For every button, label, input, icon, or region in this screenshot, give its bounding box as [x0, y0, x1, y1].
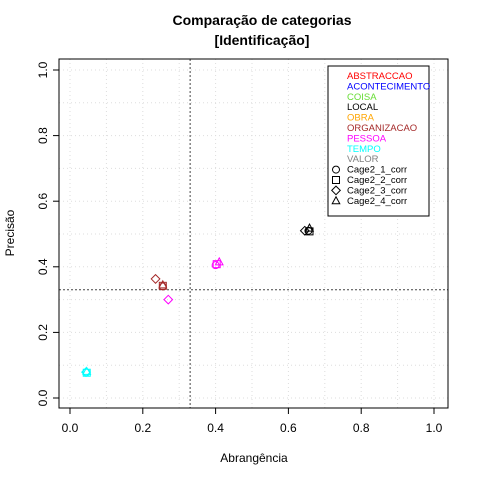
- legend-category-label: ORGANIZACAO: [347, 123, 417, 134]
- data-point: [299, 225, 310, 236]
- legend-marker-icon: [331, 195, 341, 205]
- y-tick-label: 0.8: [36, 127, 50, 144]
- y-tick-label: 1.0: [36, 61, 50, 78]
- legend-category-label: ABSTRACCAO: [347, 71, 412, 82]
- legend-run-label: Cage2_3_corr: [347, 185, 407, 196]
- legend-category-label: PESSOA: [347, 133, 387, 144]
- x-tick-label: 0.0: [62, 421, 79, 435]
- y-tick-label: 0.6: [36, 193, 50, 210]
- data-point: [158, 281, 167, 290]
- legend-box: [327, 65, 430, 217]
- reference-lines: [59, 59, 448, 408]
- legend-run-label: Cage2_2_corr: [347, 175, 407, 186]
- x-tick-label: 0.8: [353, 421, 370, 435]
- x-tick-label: 0.6: [280, 421, 297, 435]
- data-point: [214, 256, 224, 266]
- legend-category-label: TEMPO: [347, 144, 381, 155]
- legend-marker-icon: [332, 176, 340, 184]
- legend-category-label: COISA: [347, 92, 377, 103]
- data-point: [150, 273, 161, 284]
- legend-marker-icon: [330, 185, 342, 196]
- x-tick-label: 0.4: [207, 421, 224, 435]
- legend-marker-icon: [332, 165, 340, 174]
- x-tick-label: 1.0: [426, 421, 443, 435]
- legend-run-label: Cage2_1_corr: [347, 165, 407, 176]
- legend: ABSTRACCAOACONTECIMENTOCOISALOCALOBRAORG…: [327, 65, 430, 217]
- legend-run-label: Cage2_4_corr: [347, 196, 407, 207]
- y-tick-label: 0.4: [36, 258, 50, 275]
- legend-category-label: OBRA: [347, 113, 375, 124]
- data-point: [82, 366, 92, 375]
- axes: 0.0 0.2 0.4 0.6 0.8 1.0 0.0 0.2 0.4 0.6 0.8 1.0: [36, 61, 443, 435]
- chart-subtitle: [Identificação]: [215, 32, 310, 48]
- chart-title: Comparação de categorias: [173, 12, 352, 28]
- y-axis-label: Precisão: [3, 209, 17, 256]
- data-point: [163, 294, 174, 305]
- legend-category-label: VALOR: [347, 154, 379, 165]
- data-point: [304, 223, 315, 232]
- legend-category-label: ACONTECIMENTO: [347, 81, 430, 92]
- data-point: [158, 279, 168, 289]
- data-points: [81, 223, 315, 378]
- x-tick-label: 0.2: [134, 421, 151, 435]
- y-tick-label: 0.0: [36, 389, 50, 406]
- x-axis-label: Abrangência: [220, 451, 288, 465]
- y-tick-label: 0.2: [36, 324, 50, 341]
- data-point: [212, 260, 221, 269]
- legend-category-label: LOCAL: [347, 102, 378, 113]
